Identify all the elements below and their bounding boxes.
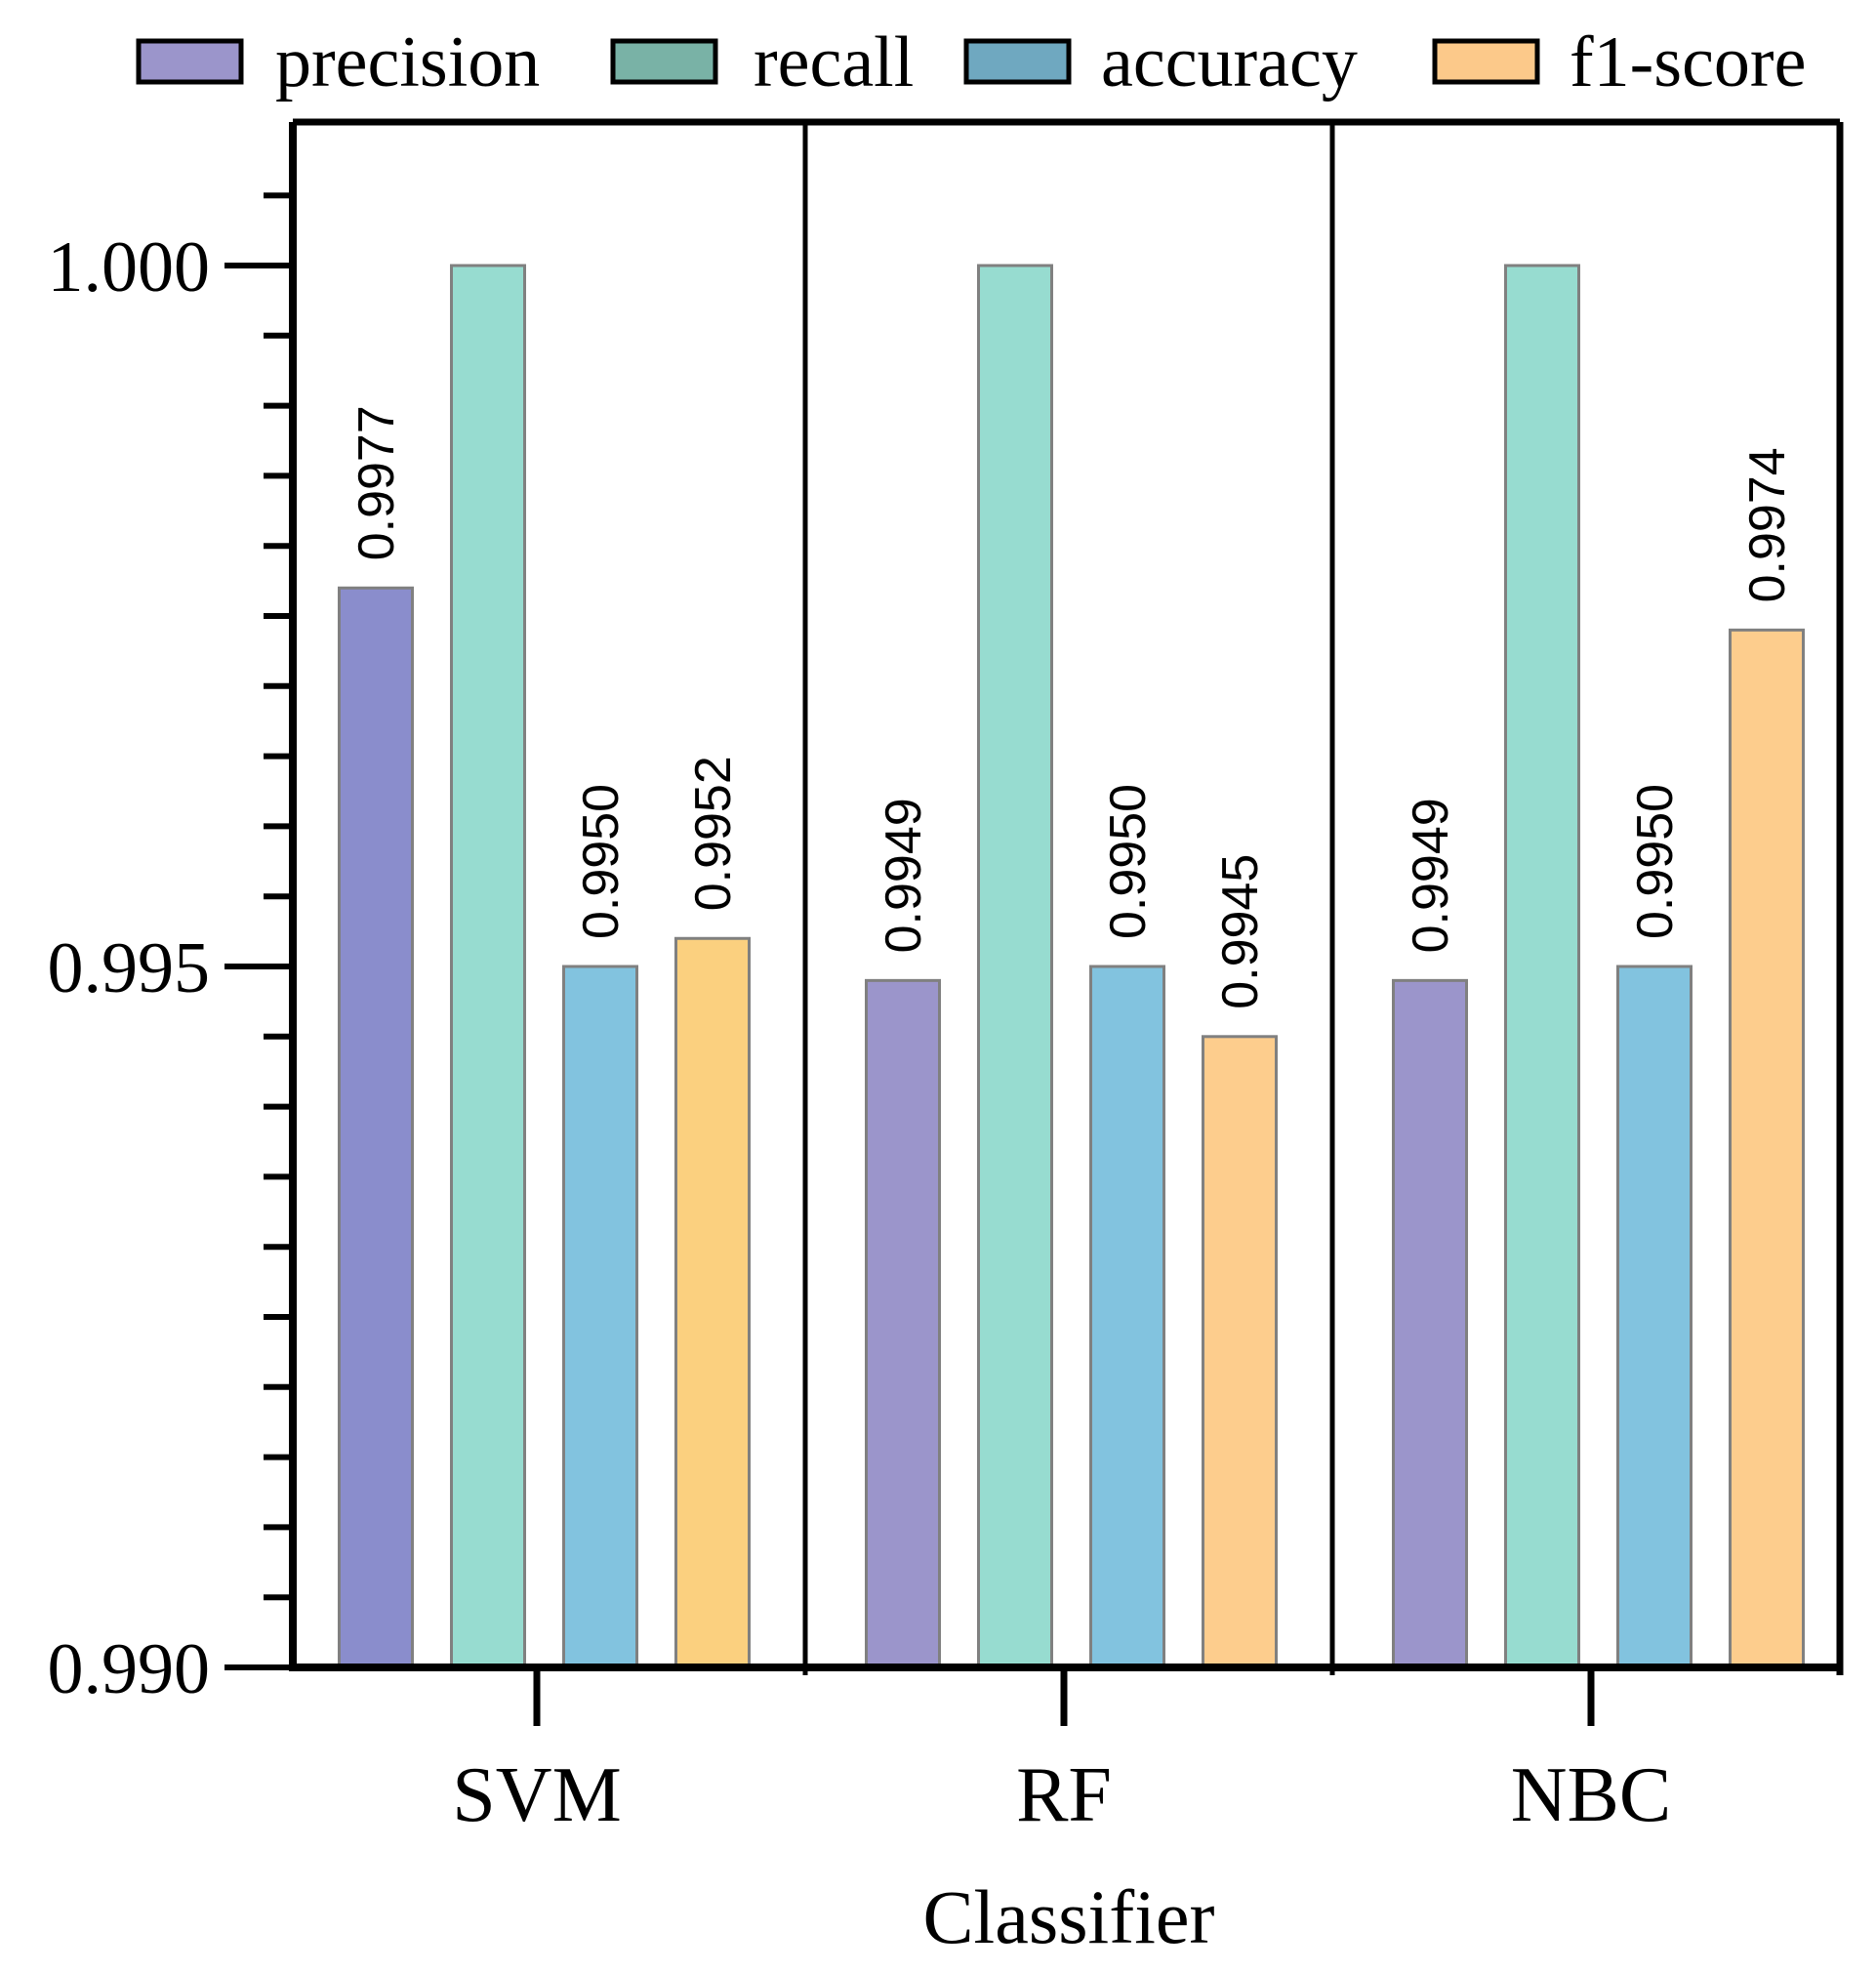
bar-svm-f1-score xyxy=(674,936,751,1669)
bars xyxy=(338,264,1805,1669)
x-axis: SVM RF NBC xyxy=(289,1664,1843,1838)
bar-rf-recall xyxy=(977,264,1053,1669)
value-label-svm-accuracy: 0.9950 xyxy=(573,784,630,939)
legend-swatch-accuracy xyxy=(963,38,1072,85)
legend-swatch-recall xyxy=(610,38,718,85)
x-tick-label-svm: SVM xyxy=(452,1752,621,1838)
value-label-nbc-f1-score: 0.9974 xyxy=(1739,447,1796,602)
value-label-nbc-precision: 0.9949 xyxy=(1403,798,1459,953)
plot-frame xyxy=(293,118,1844,1675)
y-tick-label: 1.000 xyxy=(48,227,211,308)
y-tick-label: 0.990 xyxy=(48,1629,211,1709)
x-axis-title: Classifier xyxy=(923,1874,1215,1959)
legend-swatch-precision xyxy=(136,38,244,85)
bar-rf-accuracy xyxy=(1089,965,1165,1669)
y-tick-label: 0.995 xyxy=(48,928,211,1008)
legend-label-accuracy: accuracy xyxy=(1101,22,1358,103)
bar-svm-accuracy xyxy=(562,965,638,1669)
bar-rf-precision xyxy=(865,978,941,1669)
value-label-svm-f1-score: 0.9952 xyxy=(685,756,742,911)
bar-nbc-precision xyxy=(1392,978,1468,1669)
bar-nbc-f1-score xyxy=(1729,628,1805,1669)
value-label-rf-accuracy: 0.9950 xyxy=(1100,784,1157,939)
legend-label-precision: precision xyxy=(275,22,540,103)
legend-label-f1-score: f1-score xyxy=(1570,22,1806,103)
x-tick-label-rf: RF xyxy=(1016,1752,1112,1838)
bar-rf-f1-score xyxy=(1202,1035,1278,1669)
bar-nbc-recall xyxy=(1504,264,1580,1669)
y-axis: 0.990 0.995 1.000 xyxy=(48,122,297,1709)
value-label-rf-precision: 0.9949 xyxy=(876,798,932,953)
legend-swatch-f1-score xyxy=(1432,38,1540,85)
value-label-nbc-accuracy: 0.9950 xyxy=(1627,784,1684,939)
value-labels: 0.9977 0.9950 0.9952 0.9949 0.9950 0.9945 0.99… xyxy=(348,405,1796,1009)
legend-label-recall: recall xyxy=(754,22,914,103)
value-label-rf-f1-score: 0.9945 xyxy=(1212,854,1269,1009)
value-label-svm-precision: 0.9977 xyxy=(348,405,405,560)
bar-nbc-accuracy xyxy=(1616,965,1692,1669)
x-tick-label-nbc: NBC xyxy=(1511,1752,1672,1838)
bar-svm-precision xyxy=(338,586,414,1669)
legend: precision recall accuracy f1-score xyxy=(136,22,1806,103)
bar-svm-recall xyxy=(450,264,526,1669)
